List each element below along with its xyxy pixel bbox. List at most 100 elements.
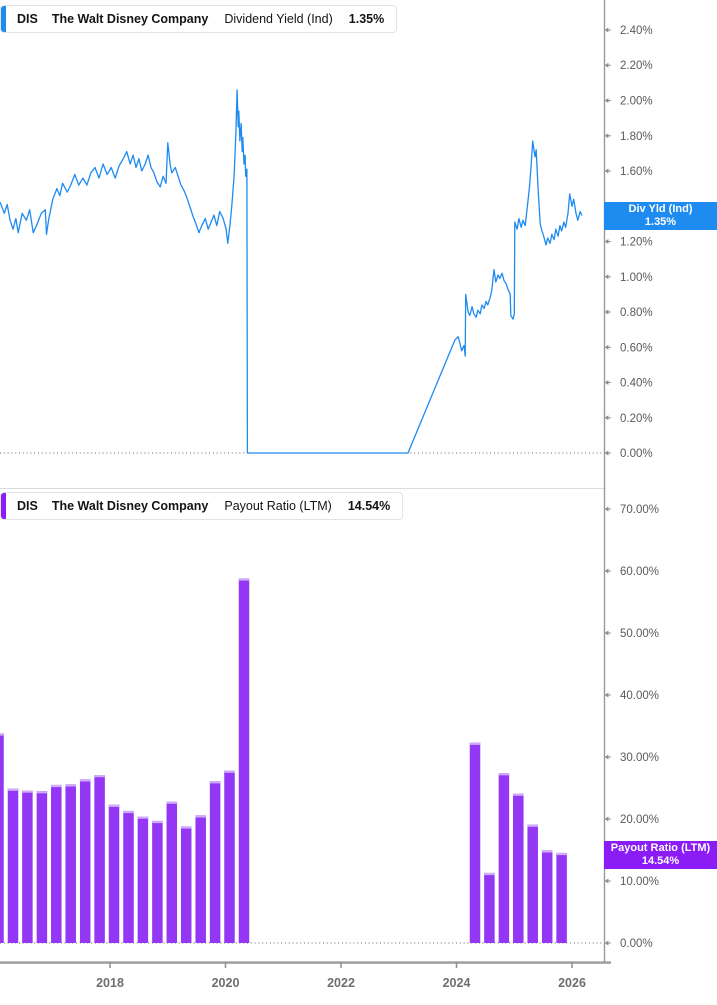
payout-ratio-bar xyxy=(484,872,495,943)
payout-ratio-axis-tick-label: 30.00% xyxy=(620,752,659,764)
payout-ratio-bar xyxy=(137,816,149,943)
payout-ratio-bar xyxy=(36,791,48,943)
dividend-yield-axis-tick-arrow xyxy=(604,380,609,385)
payout-ratio-bar-cap xyxy=(527,824,538,827)
payout-ratio-bar xyxy=(108,804,120,943)
dividend-yield-axis-tick-arrow xyxy=(604,27,609,33)
dividend-yield-axis-tick-arrow xyxy=(604,239,609,244)
dividend-yield-axis-tick-arrow xyxy=(604,98,609,103)
company-name: The Walt Disney Company xyxy=(51,499,209,513)
payout-ratio-bar-cap xyxy=(123,810,134,814)
payout-ratio-bar xyxy=(180,826,192,943)
legend-accent-bar xyxy=(1,6,6,32)
payout-ratio-bar xyxy=(123,810,134,943)
dividend-yield-line xyxy=(0,89,583,454)
legend-dividend-yield[interactable]: DIS The Walt Disney Company Dividend Yie… xyxy=(0,5,398,33)
payout-ratio-axis-tick-arrow xyxy=(604,754,609,760)
payout-ratio-bar-cap xyxy=(137,816,149,819)
badge-title: Payout Ratio (LTM) xyxy=(610,842,711,854)
dividend-yield-axis-tick-label: 2.00% xyxy=(620,96,653,108)
payout-ratio-bar xyxy=(527,824,538,943)
payout-ratio-bar-cap xyxy=(195,815,206,818)
dividend-yield-axis-tick-arrow xyxy=(604,274,609,280)
payout-ratio-axis-tick-arrow xyxy=(604,878,609,884)
payout-ratio-bar-cap xyxy=(180,826,192,829)
payout-ratio-bar xyxy=(7,788,19,943)
x-axis-year-label: 2026 xyxy=(558,976,586,990)
payout-ratio-bar xyxy=(209,781,221,943)
payout-ratio-bar xyxy=(79,779,91,943)
dividend-yield-axis-tick-label: 2.20% xyxy=(620,60,653,72)
badge-title: Div Yld (Ind) xyxy=(628,203,693,215)
dividend-yield-axis-tick-arrow xyxy=(604,309,609,315)
dividend-yield-axis-tick-label: 0.40% xyxy=(620,378,653,390)
payout-ratio-bar xyxy=(498,773,510,943)
payout-ratio-axis-tick-label: 10.00% xyxy=(620,876,659,888)
dividend-yield-axis-tick-arrow xyxy=(604,415,609,421)
payout-ratio-axis-tick-label: 50.00% xyxy=(620,628,659,640)
metric-name: Payout Ratio (LTM) xyxy=(224,499,332,513)
payout-ratio-bar xyxy=(469,742,481,943)
payout-ratio-axis-tick-arrow xyxy=(604,816,609,822)
payout-ratio-bar-cap xyxy=(94,775,105,778)
payout-ratio-axis-tick-arrow xyxy=(604,940,609,946)
payout-ratio-bar xyxy=(94,775,105,943)
payout-ratio-axis-tick-label: 60.00% xyxy=(620,566,659,578)
payout-ratio-bar xyxy=(238,578,250,943)
x-axis-year-label: 2020 xyxy=(212,976,240,990)
payout-ratio-bar-cap xyxy=(238,578,250,581)
payout-ratio-axis-tick-label: 40.00% xyxy=(620,690,659,702)
payout-ratio-axis-tick-arrow xyxy=(604,506,609,512)
payout-ratio-bar-cap xyxy=(36,791,48,794)
dividend-yield-axis-tick-label: 1.20% xyxy=(620,237,653,249)
payout-ratio-bar xyxy=(224,770,235,943)
payout-ratio-bar-cap xyxy=(108,804,120,807)
payout-ratio-bar-cap xyxy=(556,852,567,856)
payout-ratio-axis-tick-arrow xyxy=(604,692,609,698)
dividend-yield-axis-tick-arrow xyxy=(604,344,609,350)
payout-ratio-bar-cap xyxy=(0,733,4,736)
dividend-yield-axis-tick-label: 0.20% xyxy=(620,413,653,425)
payout-ratio-bar-cap xyxy=(513,793,524,796)
badge-value: 1.35% xyxy=(644,216,677,228)
payout-ratio-bar-cap xyxy=(166,801,178,804)
payout-ratio-bar-cap xyxy=(79,779,91,782)
payout-ratio-axis-tick-label: 70.00% xyxy=(620,504,659,516)
payout-ratio-axis-tick-label: 20.00% xyxy=(620,814,659,826)
metric-name: Dividend Yield (Ind) xyxy=(224,12,333,26)
payout-ratio-bar-cap xyxy=(209,781,221,784)
payout-ratio-bar xyxy=(166,801,178,943)
dividend-yield-axis-tick-label: 1.80% xyxy=(620,131,653,143)
legend-payout-ratio[interactable]: DIS The Walt Disney Company Payout Ratio… xyxy=(0,492,404,520)
payout-ratio-bar xyxy=(195,815,206,943)
payout-ratio-bar-cap xyxy=(7,788,19,791)
dividend-yield-axis-tick-arrow xyxy=(604,450,609,456)
payout-ratio-bar-cap xyxy=(224,770,235,773)
payout-ratio-bar xyxy=(152,820,163,943)
payout-ratio-bar xyxy=(513,793,524,943)
metric-value: 14.54% xyxy=(347,499,391,513)
payout-ratio-axis-tick-arrow xyxy=(604,568,609,574)
payout-ratio-bar-cap xyxy=(484,872,495,876)
payout-ratio-bar-cap xyxy=(65,784,76,787)
ticker: DIS xyxy=(17,499,38,513)
badge-value: 14.54% xyxy=(641,855,680,867)
dividend-yield-axis-tick-label: 0.60% xyxy=(620,342,653,354)
dividend-yield-axis-tick-label: 1.60% xyxy=(620,166,653,178)
payout-ratio-bar-cap xyxy=(541,850,553,853)
payout-ratio-bar-cap xyxy=(22,790,33,793)
payout-ratio-bar xyxy=(541,850,553,943)
dividend-yield-axis-tick-arrow xyxy=(604,62,609,68)
dividend-yield-axis-tick-arrow xyxy=(604,133,609,139)
payout-ratio-bar-cap xyxy=(498,773,510,776)
metric-value: 1.35% xyxy=(348,12,385,26)
x-axis-year-label: 2022 xyxy=(327,976,355,990)
x-axis-year-label: 2018 xyxy=(96,976,124,990)
x-axis-year-label: 2024 xyxy=(443,976,471,990)
payout-ratio-bar xyxy=(22,790,33,943)
payout-ratio-bar xyxy=(65,784,76,943)
payout-ratio-axis-tick-label: 0.00% xyxy=(620,938,653,950)
last-value-badge-payout-ratio: Payout Ratio (LTM) 14.54% xyxy=(604,841,717,869)
